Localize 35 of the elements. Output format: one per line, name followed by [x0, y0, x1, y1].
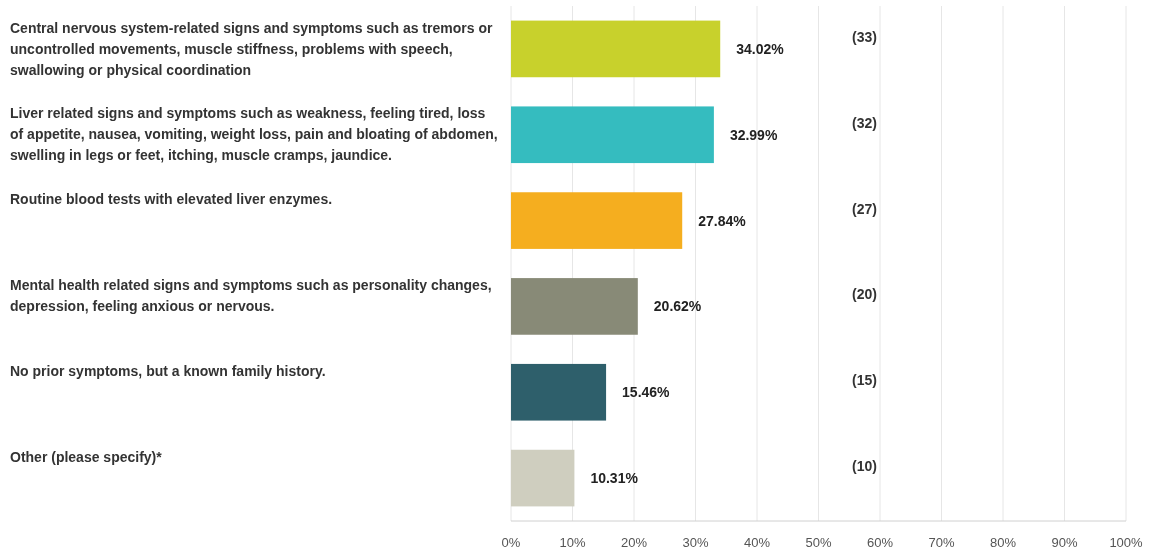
- y-tick-label: Mental health related signs and symptoms such as personality changes, depression, feeling anxious or nervous.: [10, 277, 492, 315]
- data-label: 20.62%: [653, 298, 702, 315]
- y-tick-label: Central nervous system-related signs and symptoms such as tremors or uncontrolled movements, muscle stiffness, problems with speech, swallowing or physical coordination: [10, 19, 493, 78]
- x-tick-label: 30%: [682, 535, 709, 550]
- annotation: (10): [852, 458, 877, 475]
- data-label: 10.31%: [590, 470, 639, 487]
- bar: [511, 106, 714, 164]
- y-tick-label: Other (please specify)*: [10, 448, 163, 465]
- x-tick-label: 10%: [559, 535, 586, 550]
- annotation: (33): [852, 28, 877, 45]
- x-tick-label: 70%: [928, 535, 955, 550]
- data-label: 34.02%: [736, 40, 785, 57]
- y-tick-label: Liver related signs and symptoms such as weakness, feeling tired, loss of appetite, nausea, vomiting, weight loss, pain and bloating of abdomen, swelling in legs or feet, itching, muscle cramps, jaundice.: [10, 105, 498, 164]
- annotation: (27): [852, 200, 877, 217]
- x-tick-label: 60%: [866, 535, 894, 550]
- annotation: (32): [852, 114, 877, 131]
- data-label: 15.46%: [622, 384, 671, 401]
- y-tick-label: Routine blood tests with elevated liver enzymes.: [10, 191, 333, 208]
- bar: [511, 278, 638, 335]
- bar: [511, 20, 721, 78]
- x-tick-label: 0%: [501, 535, 521, 550]
- bar: [511, 363, 607, 421]
- annotation: (15): [852, 372, 877, 389]
- x-tick-label: 40%: [743, 535, 771, 550]
- bar: [511, 449, 575, 507]
- data-label: 32.99%: [729, 126, 778, 143]
- data-label: 27.84%: [698, 212, 747, 229]
- x-tick-label: 90%: [1051, 535, 1078, 550]
- x-tick-label: 80%: [989, 535, 1017, 550]
- x-tick-label: 100%: [1109, 535, 1144, 550]
- x-tick-label: 50%: [805, 535, 832, 550]
- bar: [511, 192, 683, 249]
- y-tick-label: No prior symptoms, but a known family history.: [10, 362, 326, 379]
- x-tick-label: 20%: [620, 535, 648, 550]
- annotation: (20): [852, 286, 877, 303]
